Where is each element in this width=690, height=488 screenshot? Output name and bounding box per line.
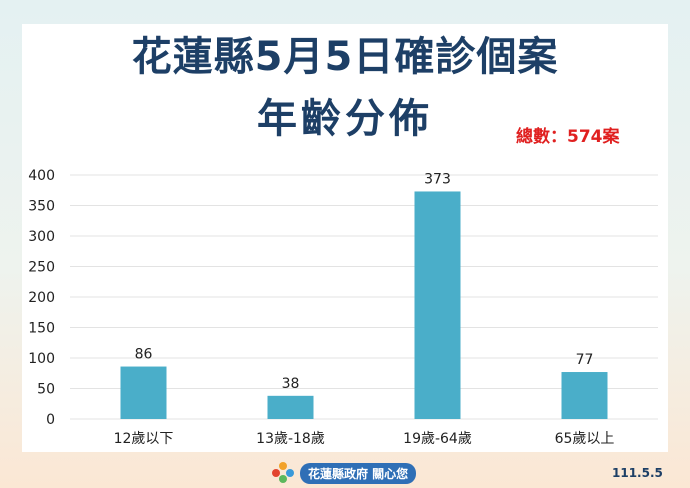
bar-value-label: 77 xyxy=(576,352,594,368)
footer: 花蓮縣政府 關心您 xyxy=(272,460,417,486)
date-label: 111.5.5 xyxy=(612,466,663,480)
y-tick-label: 50 xyxy=(37,382,55,398)
y-tick-label: 0 xyxy=(46,412,55,428)
bar xyxy=(561,372,608,419)
y-tick-label: 200 xyxy=(28,290,55,306)
total-count-label: 總數：574案 xyxy=(516,127,620,147)
bar xyxy=(414,191,461,419)
bar-value-label: 373 xyxy=(424,171,451,187)
chart-title-line2: 年齡分佈 xyxy=(257,96,433,142)
x-tick-label: 12歲以下 xyxy=(114,431,174,447)
y-tick-label: 150 xyxy=(28,321,55,337)
y-tick-label: 350 xyxy=(28,199,55,215)
bar-value-label: 86 xyxy=(135,347,153,363)
bar xyxy=(267,395,314,419)
y-tick-label: 250 xyxy=(28,260,55,276)
x-tick-label: 65歲以上 xyxy=(555,431,615,447)
chart-title-line1: 花蓮縣5月5日確診個案 xyxy=(131,34,559,80)
bar-value-label: 38 xyxy=(282,376,300,392)
bar xyxy=(120,366,167,419)
footer-text: 花蓮縣政府 關心您 xyxy=(300,462,417,484)
hualien-logo-icon xyxy=(272,462,294,484)
y-tick-label: 300 xyxy=(28,229,55,245)
y-tick-label: 400 xyxy=(28,168,55,184)
x-tick-label: 13歲-18歲 xyxy=(256,431,325,447)
x-tick-label: 19歲-64歲 xyxy=(403,431,472,447)
y-tick-label: 100 xyxy=(28,351,55,367)
